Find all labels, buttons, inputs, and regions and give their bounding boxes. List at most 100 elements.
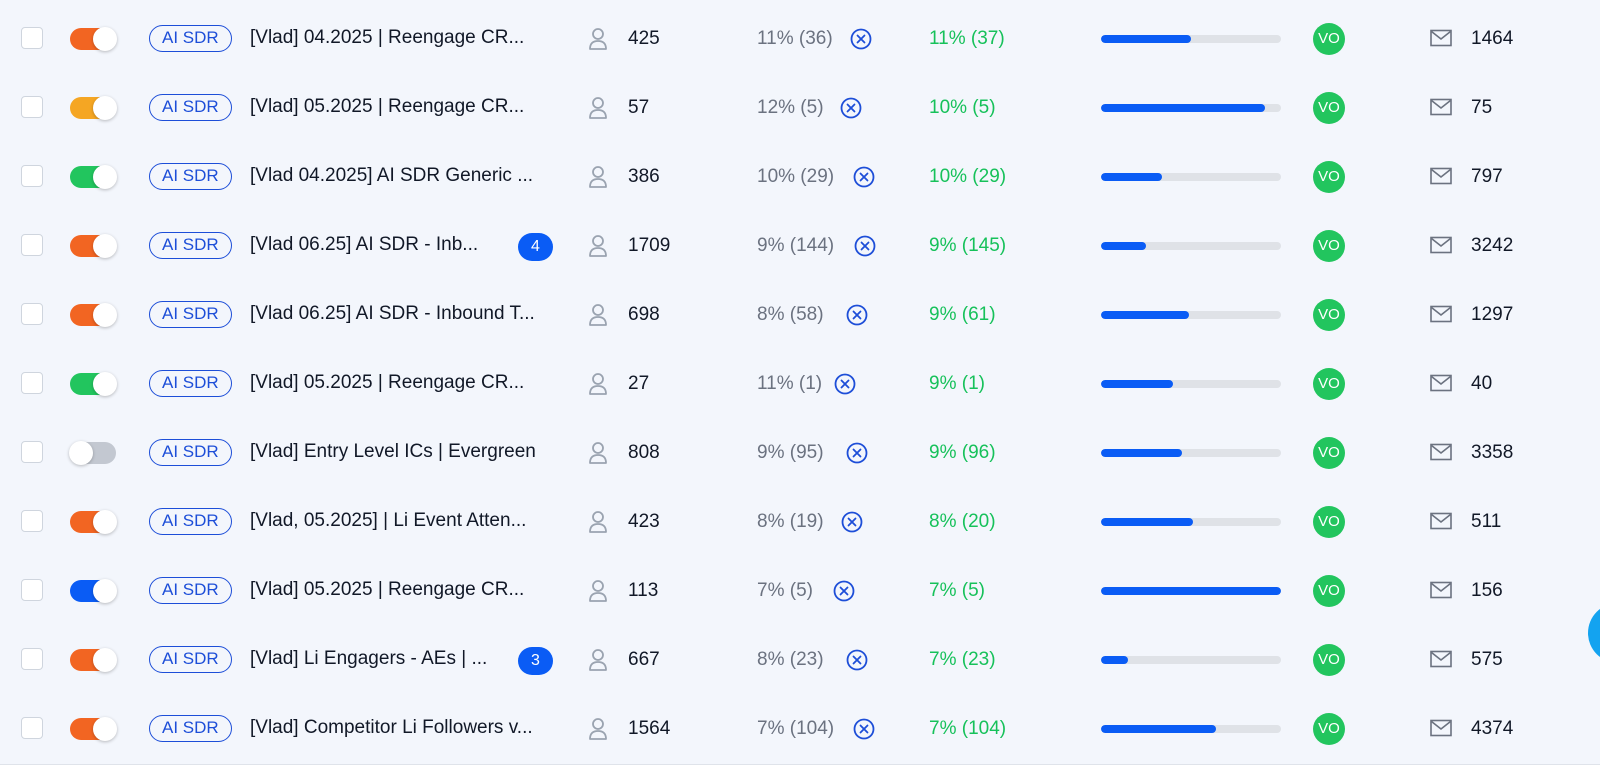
emails-sent-count: 3242 (1471, 235, 1514, 256)
close-circle-icon[interactable] (839, 96, 863, 120)
progress-fill (1101, 725, 1217, 733)
campaign-status-toggle[interactable] (70, 96, 117, 120)
owner-avatar[interactable]: VO (1313, 23, 1345, 55)
row-checkbox[interactable] (21, 372, 43, 394)
row-checkbox[interactable] (21, 441, 43, 463)
campaign-status-toggle[interactable] (70, 510, 117, 534)
campaign-status-toggle[interactable] (70, 234, 117, 258)
campaign-status-toggle[interactable] (70, 717, 117, 741)
progress-bar (1101, 518, 1281, 526)
close-circle-icon[interactable] (845, 303, 869, 327)
lead-count: 808 (628, 442, 660, 463)
close-circle-icon[interactable] (832, 579, 856, 603)
close-circle-icon[interactable] (852, 717, 876, 741)
owner-avatar[interactable]: VO (1313, 299, 1345, 331)
owner-avatar[interactable]: VO (1313, 437, 1345, 469)
row-checkbox[interactable] (21, 27, 43, 49)
row-checkbox[interactable] (21, 96, 43, 118)
reply-rate: 10% (5) (929, 97, 996, 118)
close-circle-icon[interactable] (852, 165, 876, 189)
row-checkbox[interactable] (21, 648, 43, 670)
progress-fill (1101, 380, 1173, 388)
owner-avatar[interactable]: VO (1313, 506, 1345, 538)
campaign-type-tag: AI SDR (149, 232, 232, 259)
row-checkbox[interactable] (21, 579, 43, 601)
campaign-name-link[interactable]: [Vlad] 05.2025 | Reengage CR... (250, 372, 525, 393)
mail-icon (1430, 167, 1452, 185)
progress-bar (1101, 449, 1281, 457)
table-row[interactable]: AI SDR [Vlad] 04.2025 | Reengage CR... 425… (0, 5, 1600, 75)
table-row[interactable]: AI SDR [Vlad 06.25] AI SDR - Inb... 4 1709 9… (0, 212, 1600, 282)
campaign-type-tag: AI SDR (149, 370, 232, 397)
campaign-name-link[interactable]: [Vlad] 04.2025 | Reengage CR... (250, 27, 525, 48)
table-row[interactable]: AI SDR [Vlad] Competitor Li Followers v..… (0, 695, 1600, 765)
campaign-status-toggle[interactable] (70, 165, 117, 189)
table-row[interactable]: AI SDR [Vlad] Entry Level ICs | Evergreen… (0, 419, 1600, 489)
owner-avatar[interactable]: VO (1313, 575, 1345, 607)
table-row[interactable]: AI SDR [Vlad] 05.2025 | Reengage CR... 113… (0, 557, 1600, 627)
close-circle-icon[interactable] (849, 27, 873, 51)
campaign-type-tag: AI SDR (149, 94, 232, 121)
campaign-name-link[interactable]: [Vlad] Entry Level ICs | Evergreen (250, 441, 536, 462)
person-icon (588, 441, 608, 465)
campaign-name-link[interactable]: [Vlad] Competitor Li Followers v... (250, 717, 533, 738)
campaign-type-tag: AI SDR (149, 715, 232, 742)
progress-bar (1101, 725, 1281, 733)
campaign-name-link[interactable]: [Vlad 04.2025] AI SDR Generic ... (250, 165, 534, 186)
row-checkbox[interactable] (21, 303, 43, 325)
close-circle-icon[interactable] (845, 648, 869, 672)
row-checkbox[interactable] (21, 234, 43, 256)
mail-icon (1430, 374, 1452, 392)
campaign-status-toggle[interactable] (70, 579, 117, 603)
emails-sent-count: 4374 (1471, 718, 1514, 739)
owner-avatar[interactable]: VO (1313, 92, 1345, 124)
campaign-name-link[interactable]: [Vlad 06.25] AI SDR - Inb... (250, 234, 479, 255)
table-row[interactable]: AI SDR [Vlad 04.2025] AI SDR Generic ... 3… (0, 143, 1600, 213)
mail-icon (1430, 581, 1452, 599)
owner-avatar[interactable]: VO (1313, 713, 1345, 745)
progress-bar (1101, 104, 1281, 112)
emails-sent-count: 156 (1471, 580, 1503, 601)
reply-rate: 7% (5) (929, 580, 985, 601)
table-row[interactable]: AI SDR [Vlad, 05.2025] | Li Event Atten..… (0, 488, 1600, 558)
table-row[interactable]: AI SDR [Vlad] 05.2025 | Reengage CR... 27 1… (0, 350, 1600, 420)
campaign-status-toggle[interactable] (70, 648, 117, 672)
reply-rate: 10% (29) (929, 166, 1007, 187)
campaign-status-toggle[interactable] (70, 27, 117, 51)
toggle-knob (93, 303, 117, 327)
progress-bar (1101, 380, 1281, 388)
campaign-name-link[interactable]: [Vlad] 05.2025 | Reengage CR... (250, 96, 525, 117)
owner-avatar[interactable]: VO (1313, 368, 1345, 400)
campaign-name-link[interactable]: [Vlad] 05.2025 | Reengage CR... (250, 579, 525, 600)
person-icon (588, 510, 608, 534)
emails-sent-count: 1464 (1471, 28, 1514, 49)
campaign-status-toggle[interactable] (70, 303, 117, 327)
row-checkbox[interactable] (21, 510, 43, 532)
owner-avatar[interactable]: VO (1313, 161, 1345, 193)
campaign-name-link[interactable]: [Vlad 06.25] AI SDR - Inbound T... (250, 303, 535, 324)
table-row[interactable]: AI SDR [Vlad] 05.2025 | Reengage CR... 57 1… (0, 74, 1600, 144)
table-row[interactable]: AI SDR [Vlad] Li Engagers - AEs | ... 3 667… (0, 626, 1600, 696)
close-circle-icon[interactable] (845, 441, 869, 465)
toggle-knob (93, 648, 117, 672)
table-row[interactable]: AI SDR [Vlad 06.25] AI SDR - Inbound T...… (0, 281, 1600, 351)
toggle-knob (69, 441, 93, 465)
campaign-status-toggle[interactable] (69, 441, 116, 465)
row-checkbox[interactable] (21, 165, 43, 187)
campaign-status-toggle[interactable] (70, 372, 117, 396)
close-circle-icon[interactable] (853, 234, 877, 258)
person-icon (588, 372, 608, 396)
open-rate: 7% (5) (757, 580, 813, 601)
close-circle-icon[interactable] (840, 510, 864, 534)
campaign-name-link[interactable]: [Vlad] Li Engagers - AEs | ... (250, 648, 488, 669)
person-icon (588, 717, 608, 741)
notification-count-badge: 4 (518, 233, 553, 261)
open-rate: 11% (1) (757, 373, 823, 394)
owner-avatar[interactable]: VO (1313, 644, 1345, 676)
mail-icon (1430, 305, 1452, 323)
toggle-knob (93, 234, 117, 258)
row-checkbox[interactable] (21, 717, 43, 739)
owner-avatar[interactable]: VO (1313, 230, 1345, 262)
campaign-name-link[interactable]: [Vlad, 05.2025] | Li Event Atten... (250, 510, 527, 531)
close-circle-icon[interactable] (833, 372, 857, 396)
